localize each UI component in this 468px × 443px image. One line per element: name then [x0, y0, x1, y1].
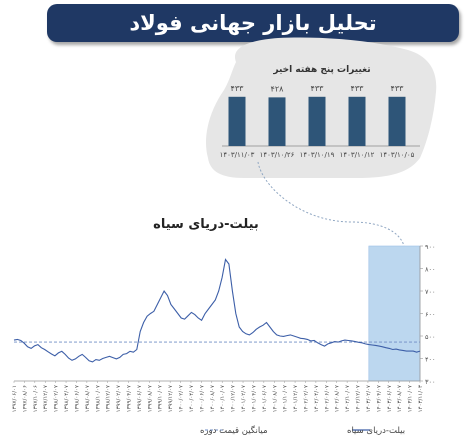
inset-bar-value-label: ۴۳۳ [311, 84, 325, 93]
x-tick-label: ۱۴۰۰/۰۲/۰۷ [179, 385, 185, 412]
x-tick-label: ۱۴۰۱/۰۴/۰۷ [251, 385, 257, 412]
x-tick-label: ۱۴۰۲/۰۸/۰۷ [335, 385, 341, 412]
x-tick-label: ۱۳۹۹/۰۲/۰۷ [116, 385, 122, 412]
legend-label-billet: بیلت-دریای سیاه [347, 426, 405, 436]
x-tick-label: ۱۳۹۸/۰۶/۰۷ [74, 385, 80, 412]
x-tick-label: ۱۳۹۹/۰۶/۰۷ [137, 385, 143, 412]
inset-category-label: ۱۴۰۳/۱۰/۰۵ [380, 151, 415, 159]
inset-bar-value-label: ۴۳۳ [231, 84, 245, 93]
x-tick-label: ۱۴۰۰/۰۶/۰۷ [199, 385, 205, 412]
x-tick-label: ۱۳۹۹/۱۲/۰۷ [168, 385, 174, 412]
x-tick-label: ۱۳۹۸/۰۴/۰۷ [64, 385, 70, 412]
x-tick-label: ۱۳۹۷/۱۲/۰۷ [43, 385, 49, 412]
x-tick-label: ۱۴۰۲/۰۴/۰۷ [314, 385, 320, 412]
x-tick-label: ۱۳۹۸/۱۰/۰۷ [95, 385, 101, 412]
x-tick-label: ۱۴۰۰/۰۸/۰۷ [210, 385, 216, 412]
inset-bar [388, 96, 406, 146]
billet-price-line [13, 258, 421, 363]
inset-bar [268, 97, 286, 146]
inset-bar [228, 96, 246, 146]
inset-category-label: ۱۴۰۳/۱۰/۱۹ [300, 151, 335, 159]
x-tick-label: ۱۳۹۹/۱۰/۰۷ [158, 385, 164, 412]
x-tick-label: ۱۴۰۱/۱۲/۰۷ [293, 385, 299, 412]
callout-connector [257, 161, 405, 247]
inset-category-label: ۱۴۰۳/۱۰/۱۲ [340, 151, 375, 159]
x-tick-label: ۱۴۰۳/۱۰/۰۷ [408, 385, 414, 412]
x-tick-label: ۱۳۹۸/۰۲/۰۷ [54, 385, 60, 412]
y-tick-label: ۷۰۰ [425, 288, 435, 296]
y-tick-label: ۸۰۰ [425, 266, 435, 274]
x-tick-label: ۱۴۰۲/۰۲/۰۷ [303, 385, 309, 412]
x-tick-label: ۱۴۰۳/۰۴/۰۷ [376, 385, 382, 412]
y-tick-label: ۵۰۰ [425, 333, 435, 341]
inset-category-label: ۱۴۰۳/۱۱/۰۳ [220, 151, 255, 159]
y-tick-label: ۶۰۰ [425, 311, 435, 319]
x-tick-label: ۱۳۹۷/۰۶/۰۱ [12, 385, 18, 412]
legend-label-mean: میانگین قیمت دوره [200, 425, 268, 436]
inset-bar [348, 96, 366, 146]
x-tick-label: ۱۴۰۳/۰۶/۰۷ [387, 385, 393, 412]
page-title: تحلیل بازار جهانی فولاد [129, 11, 377, 35]
x-tick-label: ۱۴۰۳/۰۲/۰۷ [366, 385, 372, 412]
x-tick-label: ۱۴۰۰/۱۲/۰۷ [231, 385, 237, 412]
inset-bar-value-label: ۴۳۳ [391, 84, 405, 93]
x-tick-label: ۱۳۹۷/۱۰/۰۶ [33, 385, 39, 412]
inset-bar [308, 96, 326, 146]
x-tick-label: ۱۴۰۱/۰۲/۰۷ [241, 385, 247, 412]
y-tick-label: ۹۰۰ [425, 243, 435, 251]
x-tick-label: ۱۴۰۱/۰۸/۰۷ [272, 385, 278, 412]
x-tick-label: ۱۳۹۸/۰۸/۰۷ [85, 385, 91, 412]
inset-chart-title: تغییرات پنج هفته اخیر [272, 65, 370, 75]
x-tick-label: ۱۴۰۱/۰۶/۰۷ [262, 385, 268, 412]
y-tick-label: ۳۰۰ [425, 378, 435, 386]
recent-weeks-highlight [368, 245, 421, 382]
x-tick-label: ۱۴۰۳/۰۸/۰۷ [397, 385, 403, 412]
x-tick-label: ۱۴۰۰/۰۴/۰۷ [189, 385, 195, 412]
x-tick-label: ۱۳۹۸/۱۲/۰۷ [106, 385, 112, 412]
inset-category-label: ۱۴۰۳/۱۰/۲۶ [260, 151, 295, 159]
x-tick-label: ۱۴۰۲/۱۰/۰۷ [345, 385, 351, 412]
y-tick-label: ۴۰۰ [425, 356, 435, 364]
x-tick-label: ۱۴۰۲/۱۲/۰۷ [356, 385, 362, 412]
x-tick-label: ۱۴۰۱/۱۰/۰۷ [283, 385, 289, 412]
x-tick-label: ۱۴۰۳/۱۱/۰۳ [418, 385, 424, 412]
inset-bar-value-label: ۴۲۸ [271, 84, 285, 93]
title-banner: تحلیل بازار جهانی فولاد [47, 4, 459, 42]
x-tick-label: ۱۳۹۹/۰۴/۰۷ [127, 385, 133, 412]
x-tick-label: ۱۴۰۲/۰۶/۰۷ [324, 385, 330, 412]
x-tick-label: ۱۳۹۷/۰۸/۰۶ [22, 385, 28, 412]
inset-bar-value-label: ۴۳۳ [351, 84, 365, 93]
x-tick-label: ۱۳۹۹/۰۸/۰۷ [147, 385, 153, 412]
x-tick-label: ۱۴۰۰/۱۰/۰۷ [220, 385, 226, 412]
line-chart-title: بیلت-دریای سیاه [153, 217, 259, 232]
